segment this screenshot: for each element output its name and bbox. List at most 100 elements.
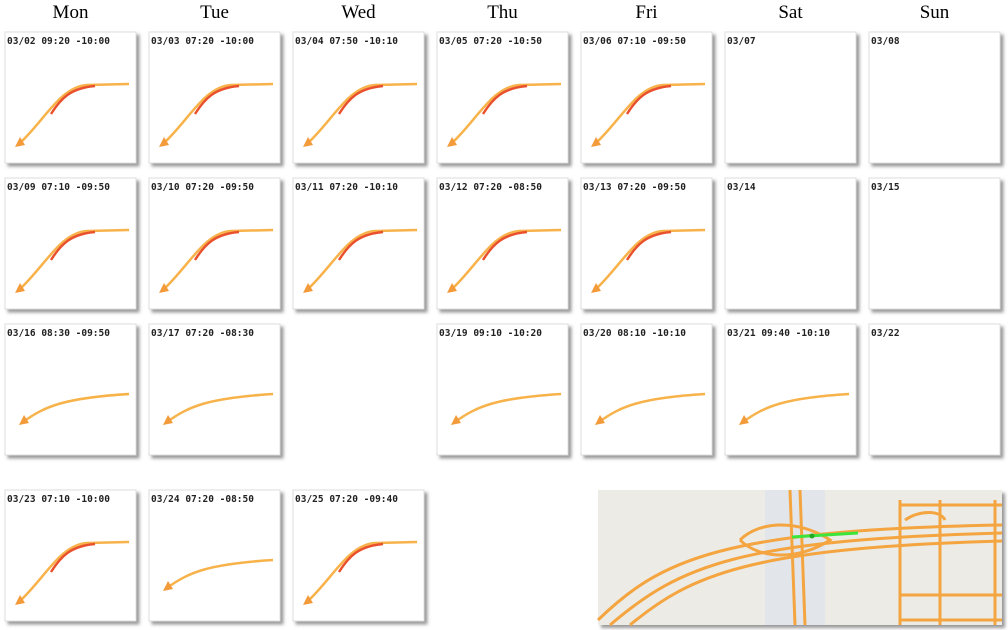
trajectory-arrow: [303, 283, 313, 293]
day-cell: 03/17 07:20 -08:30: [148, 323, 281, 456]
cell-card: [436, 31, 569, 164]
day-cell: 03/23 07:10 -10:00: [4, 489, 137, 622]
trajectory-arrow: [15, 137, 25, 147]
trajectory-slow: [625, 84, 672, 115]
day-cell: 03/05 07:20 -10:50: [436, 31, 569, 164]
cell-card: [580, 31, 713, 164]
trajectory-arrow: [447, 137, 457, 147]
cell-card: [148, 177, 281, 310]
cell-label: 03/10 07:20 -09:50: [151, 182, 254, 193]
cell-card: [292, 31, 425, 164]
trajectory: [306, 82, 418, 145]
cell-label: 03/02 09:20 -10:00: [7, 36, 110, 47]
trajectory-arrow: [739, 415, 749, 425]
trajectory: [594, 228, 706, 291]
day-cell: 03/24 07:20 -08:50: [148, 489, 281, 622]
trajectory-arrow: [595, 415, 605, 425]
cell-label: 03/15: [871, 182, 900, 193]
cell-card: [148, 31, 281, 164]
cell-label: 03/09 07:10 -09:50: [7, 182, 110, 193]
day-cell: 03/14: [724, 177, 857, 310]
trajectory-arrow: [303, 595, 313, 605]
cell-label: 03/06 07:10 -09:50: [583, 36, 686, 47]
cell-label: 03/12 07:20 -08:50: [439, 182, 542, 193]
day-cell: 03/13 07:20 -09:50: [580, 177, 713, 310]
trajectory-arrow: [163, 415, 173, 425]
trajectory-arrow: [19, 415, 29, 425]
trajectory: [162, 228, 274, 291]
trajectory-slow: [49, 542, 96, 573]
cell-label: 03/17 07:20 -08:30: [151, 328, 254, 339]
trajectory: [450, 228, 562, 291]
day-header: Fri: [635, 2, 657, 23]
cell-label: 03/03 07:20 -10:00: [151, 36, 254, 47]
trajectory-slow: [481, 230, 528, 261]
cell-label: 03/21 09:40 -10:10: [727, 328, 830, 339]
cell-card: [724, 31, 857, 164]
trajectory-arrow: [591, 137, 601, 147]
trajectory: [454, 392, 562, 424]
cell-label: 03/23 07:10 -10:00: [7, 494, 110, 505]
trajectory: [306, 228, 418, 291]
day-header: Tue: [200, 2, 229, 23]
trajectory-arrow: [303, 137, 313, 147]
day-cell: 03/10 07:20 -09:50: [148, 177, 281, 310]
cell-card: [580, 323, 713, 456]
trajectory: [306, 540, 418, 603]
cell-card: [436, 177, 569, 310]
trajectory: [18, 82, 130, 145]
day-cell: 03/25 07:20 -09:40: [292, 489, 425, 622]
trajectory-slow: [49, 230, 96, 261]
cell-label: 03/24 07:20 -08:50: [151, 494, 254, 505]
trajectory: [162, 82, 274, 145]
cell-label: 03/04 07:50 -10:10: [295, 36, 398, 47]
cell-card: [4, 31, 137, 164]
cell-label: 03/19 09:10 -10:20: [439, 328, 542, 339]
cell-card: [724, 323, 857, 456]
trajectory-arrow: [163, 581, 173, 591]
cell-label: 03/08: [871, 36, 900, 47]
trajectory: [166, 558, 274, 590]
cell-label: 03/07: [727, 36, 756, 47]
day-header: Sat: [778, 2, 803, 23]
trajectory-arrow: [591, 283, 601, 293]
day-header: Mon: [53, 2, 89, 23]
cell-card: [580, 177, 713, 310]
day-cell: 03/21 09:40 -10:10: [724, 323, 857, 456]
cell-card: [724, 177, 857, 310]
cell-card: [436, 323, 569, 456]
trajectory: [166, 392, 274, 424]
day-header: Wed: [341, 2, 376, 23]
trajectory-slow: [625, 230, 672, 261]
day-cell: 03/02 09:20 -10:00: [4, 31, 137, 164]
cell-card: [868, 323, 1001, 456]
trajectory-slow: [193, 84, 240, 115]
trajectory: [18, 228, 130, 291]
cell-card: [4, 489, 137, 622]
day-header: Thu: [487, 2, 518, 23]
trajectory: [594, 82, 706, 145]
day-cell: 03/08: [868, 31, 1001, 164]
trajectory: [598, 392, 706, 424]
day-cell: 03/07: [724, 31, 857, 164]
cell-card: [4, 177, 137, 310]
cell-label: 03/22: [871, 328, 900, 339]
cell-card: [292, 489, 425, 622]
trajectory-slow: [337, 230, 384, 261]
trajectory: [22, 392, 130, 424]
day-cell: 03/12 07:20 -08:50: [436, 177, 569, 310]
cell-label: 03/20 08:10 -10:10: [583, 328, 686, 339]
trajectory-arrow: [451, 415, 461, 425]
day-cell: 03/04 07:50 -10:10: [292, 31, 425, 164]
trajectory: [742, 392, 850, 424]
cell-card: [292, 177, 425, 310]
trajectory-slow: [337, 84, 384, 115]
cell-label: 03/14: [727, 182, 756, 193]
trajectory-slow: [481, 84, 528, 115]
cell-card: [148, 323, 281, 456]
trajectory-arrow: [159, 137, 169, 147]
cell-label: 03/11 07:20 -10:10: [295, 182, 398, 193]
trajectory-slow: [49, 84, 96, 115]
day-cell: 03/11 07:20 -10:10: [292, 177, 425, 310]
